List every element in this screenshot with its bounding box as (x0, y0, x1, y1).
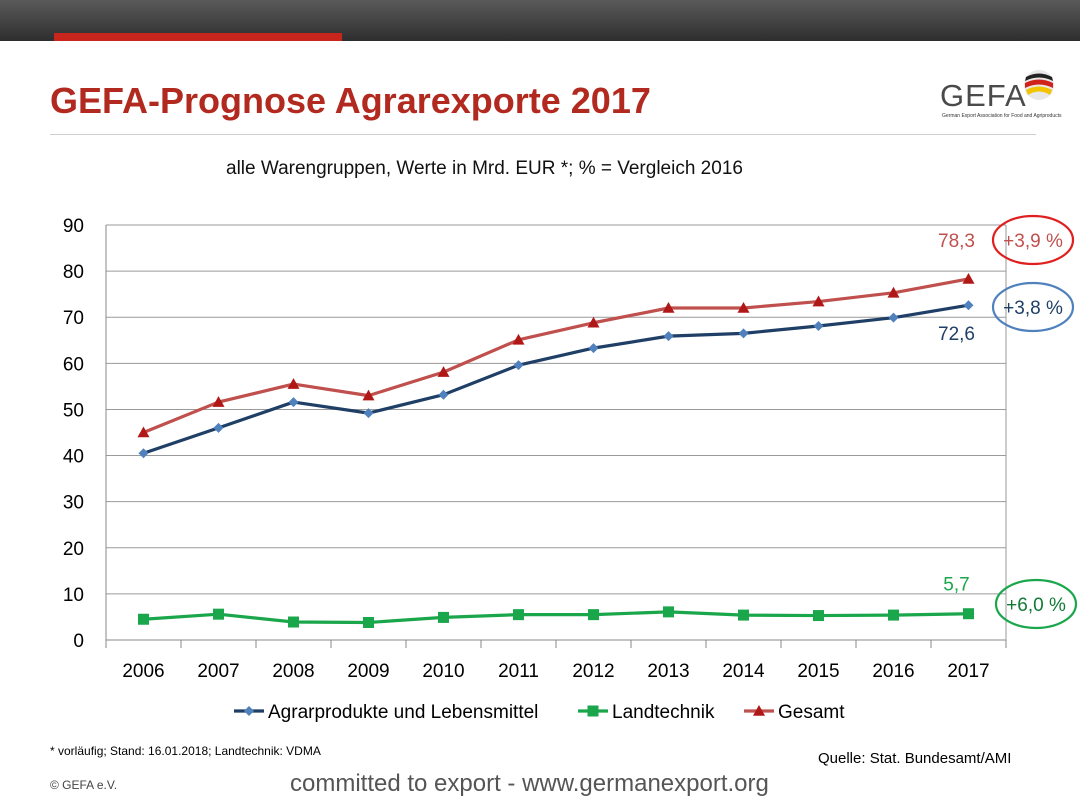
data-point-agrar (138, 448, 149, 459)
logo-text: GEFA (940, 78, 1027, 113)
y-tick-label: 50 (63, 400, 84, 421)
footnote: * vorläufig; Stand: 16.01.2018; Landtech… (50, 744, 321, 758)
data-point-agrar (363, 408, 374, 419)
change-ellipse-landtechnik (994, 578, 1078, 630)
data-point-landtechnik (813, 610, 824, 622)
x-tick-label: 2014 (722, 661, 765, 682)
x-tick-label: 2008 (272, 661, 314, 682)
series-line-landtechnik (143, 610, 969, 625)
data-point-gesamt (212, 396, 225, 407)
series-line-gesamt (142, 277, 969, 434)
x-tick-label: 2017 (947, 661, 989, 682)
data-point-gesamt (962, 272, 975, 284)
data-point-agrar (588, 343, 599, 354)
copyright: © GEFA e.V. (50, 778, 118, 792)
x-tick-label: 2011 (498, 661, 539, 682)
change-ellipse-gesamt (991, 214, 1075, 266)
globe-icon (1024, 70, 1054, 100)
title-divider (50, 134, 1036, 135)
data-point-gesamt (887, 286, 900, 298)
data-point-landtechnik (513, 609, 524, 621)
data-point-landtechnik (588, 609, 599, 621)
x-tick-label: 2012 (572, 661, 614, 682)
data-point-agrar (288, 397, 299, 408)
data-point-gesamt (812, 295, 825, 307)
change-label-gesamt: +3,9 % (1003, 231, 1063, 252)
data-point-landtechnik (963, 608, 974, 620)
series-line-agrar (142, 303, 969, 455)
data-point-gesamt (737, 302, 750, 313)
source-note: Quelle: Stat. Bundesamt/AMI (818, 750, 1012, 767)
legend-label-gesamt: Gesamt (778, 702, 845, 723)
legend-marker-agrar (244, 706, 254, 716)
data-point-agrar (663, 331, 674, 342)
end-value-label-agrar: 72,6 (938, 324, 975, 345)
y-tick-label: 70 (63, 308, 84, 329)
change-label-landtechnik: +6,0 % (1006, 595, 1066, 616)
end-value-label-gesamt: 78,3 (938, 231, 975, 252)
change-label-agrar: +3,8 % (1003, 298, 1063, 319)
x-tick-label: 2009 (347, 661, 389, 682)
data-point-gesamt (512, 333, 525, 345)
slide-title: GEFA-Prognose Agrarexporte 2017 (50, 80, 651, 121)
data-point-gesamt (662, 302, 675, 313)
chart-subtitle: alle Warengruppen, Werte in Mrd. EUR *; … (226, 158, 743, 179)
x-tick-label: 2010 (422, 661, 464, 682)
data-point-agrar (813, 320, 824, 331)
data-point-landtechnik (138, 613, 149, 625)
y-tick-label: 10 (63, 585, 84, 606)
data-point-landtechnik (888, 609, 899, 621)
data-point-agrar (213, 422, 224, 433)
gefa-logo: GEFA German Export Association for Food … (936, 68, 1062, 126)
data-point-landtechnik (663, 606, 674, 618)
data-point-gesamt (362, 389, 375, 401)
logo-subtext: German Export Association for Food and A… (942, 113, 1062, 119)
data-point-landtechnik (438, 611, 449, 623)
data-point-agrar (963, 300, 974, 311)
data-point-agrar (438, 389, 449, 400)
x-tick-label: 2015 (797, 661, 839, 682)
tagline: committed to export - www.germanexport.o… (290, 770, 769, 797)
legend-marker-landtechnik (587, 705, 599, 717)
end-value-label-landtechnik: 5,7 (943, 575, 969, 596)
y-tick-label: 30 (63, 493, 84, 514)
y-tick-label: 90 (63, 216, 84, 237)
data-point-agrar (513, 360, 524, 371)
data-point-landtechnik (363, 616, 374, 628)
data-point-gesamt (437, 366, 450, 377)
x-tick-label: 2006 (122, 661, 164, 682)
x-tick-label: 2016 (872, 661, 914, 682)
data-point-agrar (888, 312, 899, 323)
x-tick-label: 2007 (197, 661, 239, 682)
x-tick-label: 2013 (647, 661, 689, 682)
y-tick-label: 0 (73, 631, 84, 652)
top-bar-accent (54, 33, 342, 41)
y-tick-label: 80 (63, 262, 84, 283)
change-ellipse-agrar (991, 281, 1075, 333)
y-tick-label: 20 (63, 539, 84, 560)
y-tick-label: 40 (63, 447, 84, 468)
y-tick-label: 60 (63, 354, 84, 375)
data-point-landtechnik (213, 608, 224, 620)
data-point-agrar (738, 328, 749, 339)
legend-marker-gesamt (753, 705, 765, 716)
data-point-gesamt (137, 426, 150, 438)
legend-label-agrar: Agrarprodukte und Lebensmittel (268, 702, 538, 723)
data-point-landtechnik (288, 616, 299, 628)
data-point-gesamt (587, 316, 600, 328)
data-point-gesamt (287, 378, 300, 389)
legend-label-landtechnik: Landtechnik (612, 702, 715, 723)
data-point-landtechnik (738, 609, 749, 621)
